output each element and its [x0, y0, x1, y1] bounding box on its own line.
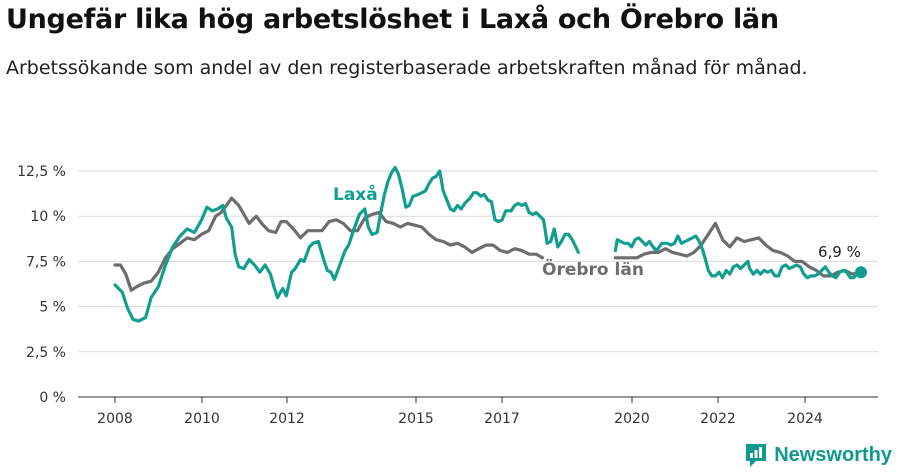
y-tick-label: 2,5 % [26, 345, 66, 361]
series-line-laxa [113, 165, 580, 323]
brand-logo: Newsworthy [744, 442, 892, 468]
end-point-marker [855, 266, 867, 279]
series-label-orebro: Örebro län [542, 258, 644, 280]
y-tick-label: 10 % [30, 209, 66, 225]
x-tick-label: 2015 [398, 411, 434, 427]
series-line-laxa [613, 234, 863, 280]
y-tick-label: 5 % [39, 300, 66, 316]
x-tick-label: 2020 [614, 411, 650, 427]
x-tick-label: 2010 [184, 411, 220, 427]
x-tick-label: 2017 [484, 411, 520, 427]
y-tick-label: 12,5 % [17, 164, 66, 180]
y-tick-label: 7,5 % [26, 254, 66, 270]
x-tick-label: 2012 [269, 411, 305, 427]
newsworthy-logo-icon [746, 444, 767, 467]
page-subtitle: Arbetssökande som andel av den registerb… [6, 57, 808, 79]
brand-name: Newsworthy [774, 443, 892, 466]
page-title: Ungefär lika hög arbetslöshet i Laxå och… [6, 4, 779, 35]
x-tick-label: 2024 [787, 411, 823, 427]
y-tick-label: 0 % [39, 390, 66, 406]
end-value-annotation: 6,9 % [818, 243, 861, 261]
series-line-orebro [113, 196, 544, 292]
x-tick-label: 2008 [97, 411, 133, 427]
series-label-laxa: Laxå [333, 183, 378, 205]
x-tick-label: 2022 [700, 411, 736, 427]
